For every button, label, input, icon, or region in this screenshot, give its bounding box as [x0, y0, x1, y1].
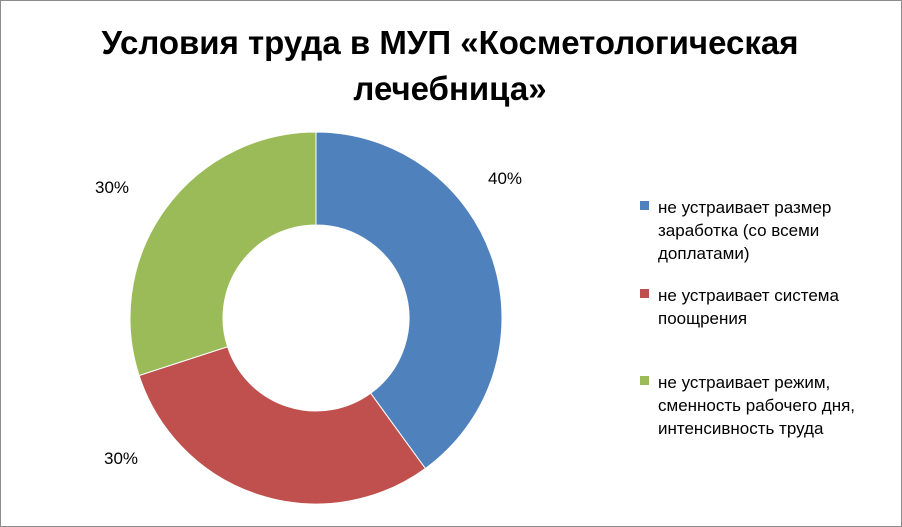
legend-label-1: не устраивает размер заработка (со всеми д…	[658, 198, 832, 263]
data-label-1: 40%	[488, 169, 522, 188]
legend-label-3: не устраивает режим, сменность рабочего д…	[658, 373, 856, 438]
chart-title: Условия труда в МУП «Косметологическая л…	[40, 20, 860, 112]
chart-title-line-2: лечебница»	[353, 70, 547, 107]
legend-swatch-2	[640, 289, 649, 298]
data-label-2: 30%	[104, 449, 138, 468]
legend-swatch-1	[640, 201, 649, 210]
donut-slice-1	[315, 131, 503, 470]
data-label-3: 30%	[95, 178, 129, 197]
chart-title-line-1: Условия труда в МУП «Косметологическая	[101, 24, 799, 61]
donut-slice-3	[129, 131, 317, 377]
legend-swatch-3	[640, 376, 649, 385]
donut-slice-2	[138, 346, 427, 505]
legend-label-2: не устраивает система поощрения	[658, 286, 839, 328]
